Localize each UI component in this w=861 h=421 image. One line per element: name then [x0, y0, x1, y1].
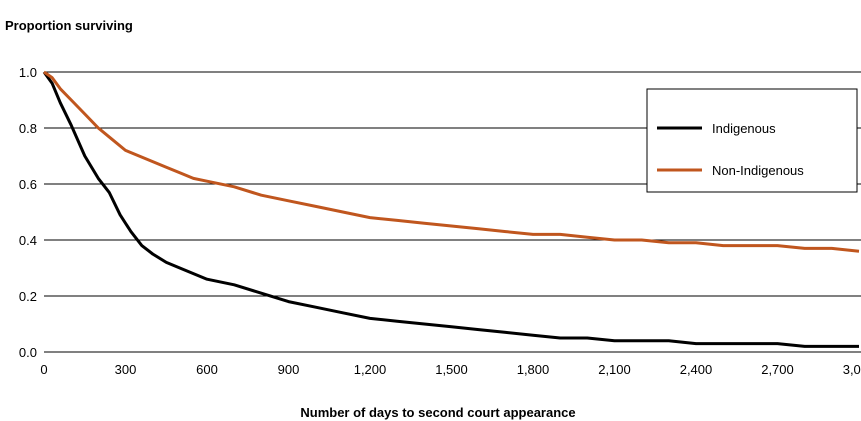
series-line-indigenous — [42, 71, 859, 348]
x-tick-label: 3,000 — [843, 362, 861, 377]
series-lines — [42, 70, 860, 348]
gridlines — [44, 71, 861, 353]
y-tick-label: 0.8 — [19, 121, 37, 136]
legend-box — [646, 88, 858, 193]
x-tick-label: 2,700 — [761, 362, 794, 377]
x-tick-labels: 0 300 600 900 1,200 1,500 1,800 2,100 2,400 2,700… — [40, 362, 861, 377]
x-axis-title: Number of days to second court appearanc… — [300, 405, 575, 420]
y-tick-label: 1.0 — [19, 65, 37, 80]
x-tick-label: 900 — [278, 362, 300, 377]
x-tick-label: 300 — [115, 362, 137, 377]
y-tick-label: 0.0 — [19, 345, 37, 360]
y-axis-title: Proportion surviving — [5, 18, 133, 33]
legend: Indigenous Non-Indigenous — [646, 88, 858, 193]
x-tick-label: 600 — [196, 362, 218, 377]
x-tick-label: 0 — [40, 362, 47, 377]
series-line-non-indigenous — [43, 70, 860, 253]
x-tick-label: 1,200 — [354, 362, 387, 377]
x-tick-label: 2,400 — [680, 362, 713, 377]
y-tick-labels: 0.0 0.2 0.4 0.6 0.8 1.0 — [19, 65, 37, 360]
legend-label-non-indigenous: Non-Indigenous — [712, 163, 804, 178]
x-tick-label: 1,800 — [517, 362, 550, 377]
y-tick-label: 0.2 — [19, 289, 37, 304]
legend-label-indigenous: Indigenous — [712, 121, 776, 136]
y-tick-label: 0.4 — [19, 233, 37, 248]
y-tick-label: 0.6 — [19, 177, 37, 192]
x-tick-label: 1,500 — [435, 362, 468, 377]
x-tick-label: 2,100 — [598, 362, 631, 377]
